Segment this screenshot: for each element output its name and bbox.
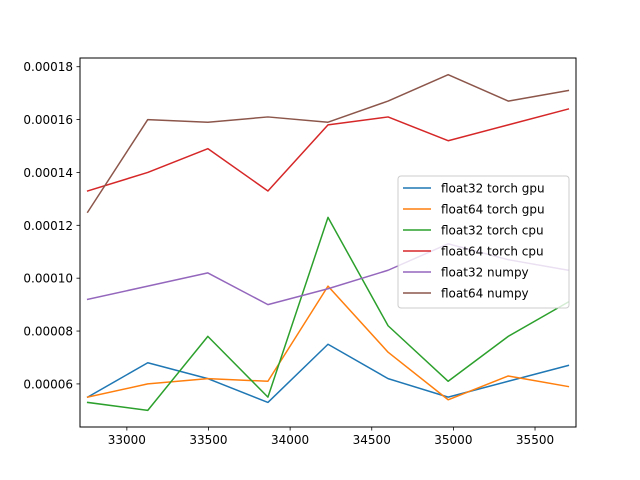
x-tick-label: 34500 bbox=[353, 433, 391, 447]
x-axis: 33000 33500 34000 34500 35000 35500 bbox=[108, 427, 554, 447]
x-tick-label: 34000 bbox=[271, 433, 309, 447]
y-tick-label: 0.00016 bbox=[23, 113, 73, 127]
x-tick-label: 33500 bbox=[189, 433, 227, 447]
legend-box bbox=[397, 175, 570, 309]
y-tick-label: 0.00008 bbox=[23, 325, 73, 339]
y-tick-label: 0.00014 bbox=[23, 166, 73, 180]
y-tick-label: 0.00010 bbox=[23, 272, 73, 286]
legend-label-2: float32 torch cpu bbox=[441, 224, 544, 238]
series-line-2 bbox=[86, 216, 570, 412]
legend-label-4: float32 numpy bbox=[441, 266, 529, 280]
x-tick-label: 33000 bbox=[108, 433, 146, 447]
legend-label-0: float32 torch gpu bbox=[441, 182, 545, 196]
y-axis: 0.00006 0.00008 0.00010 0.00012 0.00014 0.000… bbox=[23, 60, 80, 391]
y-tick-label: 0.00006 bbox=[23, 377, 73, 391]
y-tick-label: 0.00018 bbox=[23, 60, 73, 74]
series-line-5 bbox=[86, 73, 570, 214]
series-line-3 bbox=[86, 108, 570, 192]
plot-frame bbox=[79, 57, 577, 428]
series-layer bbox=[86, 73, 570, 412]
legend-label-5: float64 numpy bbox=[441, 287, 529, 301]
legend: float32 torch gpu float64 torch gpu float3… bbox=[397, 175, 570, 309]
legend-label-1: float64 torch gpu bbox=[441, 203, 545, 217]
series-line-1 bbox=[86, 285, 570, 401]
legend-label-3: float64 torch cpu bbox=[441, 245, 544, 259]
series-line-0 bbox=[86, 343, 570, 404]
x-tick-label: 35000 bbox=[434, 433, 472, 447]
x-tick-label: 35500 bbox=[516, 433, 554, 447]
y-tick-label: 0.00012 bbox=[23, 219, 73, 233]
